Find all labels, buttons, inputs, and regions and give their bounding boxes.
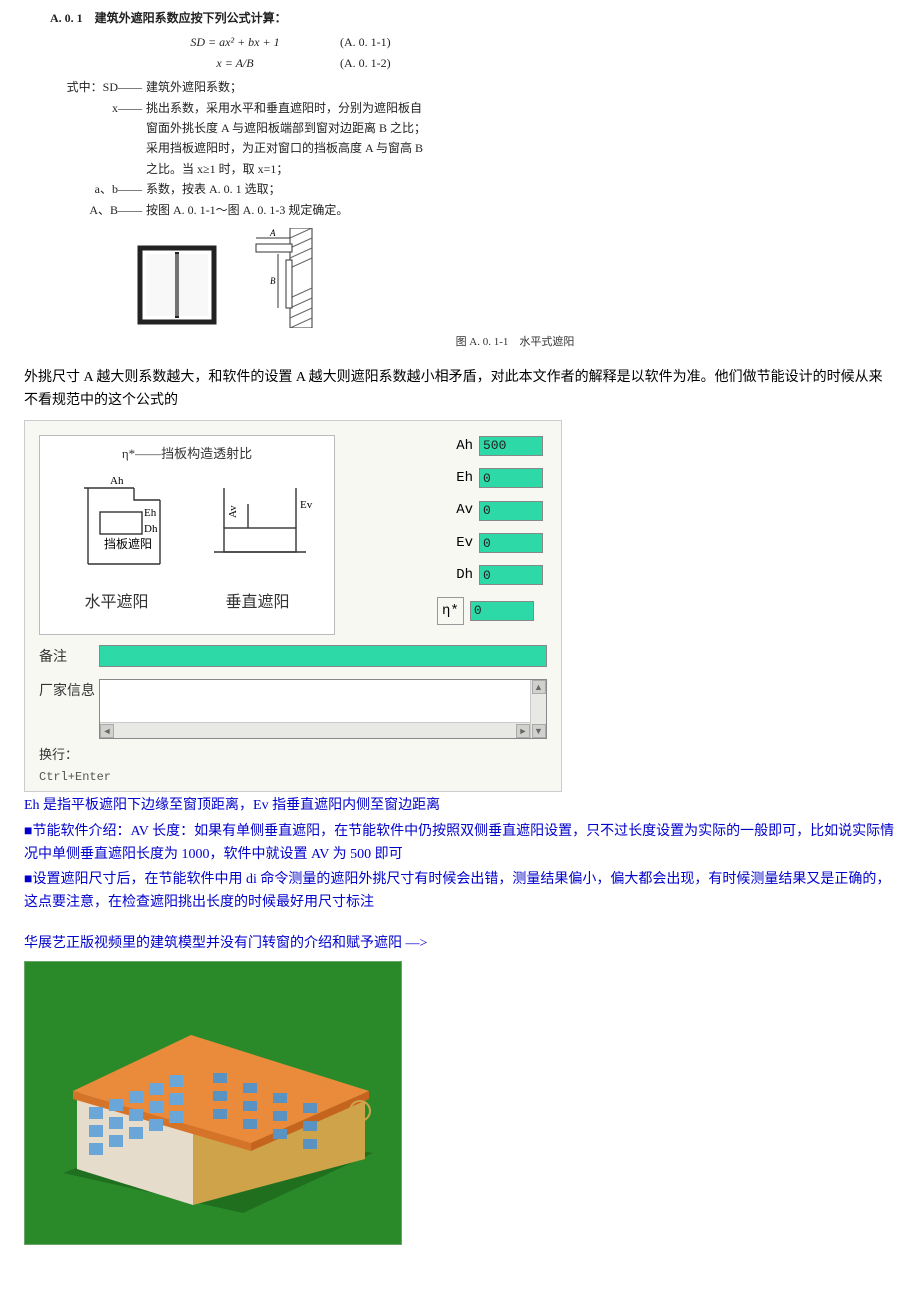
note-av: ■节能软件介绍：AV 长度：如果有单侧垂直遮阳，在节能软件中仍按照双侧垂直遮阳设… (24, 820, 896, 866)
svg-text:挡板遮阳: 挡板遮阳 (104, 536, 152, 551)
scrollbar-horizontal[interactable]: ◄ ► (100, 722, 530, 738)
linefeed-label: 换行： (39, 747, 78, 762)
formula-1: SD = ax² + bx + 1 (A. 0. 1-1) (170, 32, 896, 52)
shading-diagram-card: η*——挡板构造透射比 Ah (39, 435, 335, 635)
formula-2-ref: (A. 0. 1-2) (340, 53, 391, 73)
svg-text:A: A (269, 228, 276, 238)
svg-text:Ah: Ah (110, 475, 124, 487)
scroll-left-icon[interactable]: ◄ (100, 724, 114, 738)
formula-1-ref: (A. 0. 1-1) (340, 32, 391, 52)
formula-2-expr: x = A/B (170, 53, 300, 73)
spec-text-block: A. 0. 1 建筑外遮阳系数应按下列公式计算： SD = ax² + bx +… (50, 8, 896, 220)
input-dh[interactable] (479, 565, 543, 585)
input-av[interactable] (479, 501, 543, 521)
def-ab-body: 系数，按表 A. 0. 1 选取； (146, 179, 426, 199)
def-sd-label: SD—— (103, 80, 142, 94)
caption-vertical: 垂直遮阳 (225, 590, 289, 616)
label-eh: Eh (437, 467, 479, 489)
window-front-icon (134, 242, 220, 328)
label-ev: Ev (437, 532, 479, 554)
mfr-textarea[interactable]: ▲ ▼ ◄ ► (99, 679, 547, 739)
note-video: 华展艺正版视频里的建筑模型并没有门转窗的介绍和赋予遮阳 —> (24, 932, 896, 955)
formula-2: x = A/B (A. 0. 1-2) (170, 53, 896, 73)
scroll-right-icon[interactable]: ► (516, 724, 530, 738)
def-capab-body: 按图 A. 0. 1-1～图 A. 0. 1-3 规定确定。 (146, 200, 426, 220)
scroll-down-icon[interactable]: ▼ (532, 724, 546, 738)
commentary-para-1: 外挑尺寸 A 越大则系数越大，和软件的设置 A 越大则遮阳系数越小相矛盾，对此本… (24, 366, 896, 412)
svg-text:Eh: Eh (144, 507, 157, 519)
input-ev[interactable] (479, 533, 543, 553)
spec-figure-caption: 图 A. 0. 1-1 水平式遮阳 (134, 334, 896, 352)
vertical-shading-diagram: Ev Av (200, 468, 320, 578)
input-eta[interactable] (470, 601, 534, 621)
param-column: Ah Eh Av Ev Dh (437, 435, 547, 635)
label-dh: Dh (437, 564, 479, 586)
input-ah[interactable] (479, 436, 543, 456)
horizontal-shading-diagram: Ah Eh Dh 挡板遮阳 (54, 468, 184, 578)
def-sd-body: 建筑外遮阳系数； (146, 77, 426, 97)
building-3d-render: ✦ (24, 961, 402, 1245)
remark-label: 备注 (39, 645, 99, 669)
spec-heading: A. 0. 1 建筑外遮阳系数应按下列公式计算： (50, 8, 896, 28)
window-section-icon: A B (250, 228, 320, 328)
svg-text:B: B (270, 276, 276, 286)
scroll-up-icon[interactable]: ▲ (532, 680, 546, 694)
label-ah: Ah (437, 435, 479, 457)
defs-intro: 式中： (67, 80, 103, 94)
mfr-label: 厂家信息 (39, 679, 99, 703)
def-x-label: x—— (50, 98, 146, 180)
def-ab-label: a、b—— (50, 179, 146, 199)
software-panel: η*——挡板构造透射比 Ah (24, 420, 562, 793)
def-capab-label: A、B—— (50, 200, 146, 220)
spec-figure: A B (134, 228, 896, 328)
label-eta[interactable]: η* (437, 597, 464, 625)
def-x-body: 挑出系数，采用水平和垂直遮阳时，分别为遮阳板自窗面外挑长度 A 与遮阳板端部到窗… (146, 98, 426, 180)
linefeed-key: Ctrl+Enter (39, 770, 111, 784)
note-di: ■设置遮阳尺寸后，在节能软件中用 di 命令测量的遮阳外挑尺寸有时候会出错，测量… (24, 868, 896, 914)
diagram-legend: η*——挡板构造透射比 (46, 444, 328, 465)
label-av: Av (437, 499, 479, 521)
input-eh[interactable] (479, 468, 543, 488)
scrollbar-vertical[interactable]: ▲ ▼ (530, 680, 546, 738)
svg-text:Ev: Ev (300, 499, 313, 511)
defs-block: 式中：SD—— 建筑外遮阳系数； x—— 挑出系数，采用水平和垂直遮阳时，分别为… (50, 77, 896, 220)
remark-input[interactable] (99, 645, 547, 667)
note-eh-ev: Eh 是指平板遮阳下边缘至窗顶距离，Ev 指垂直遮阳内侧至窗边距离 (24, 794, 896, 817)
caption-horizontal: 水平遮阳 (84, 590, 148, 616)
building-model-icon (43, 983, 383, 1223)
viewcube-icon[interactable]: ✦ (349, 1100, 371, 1122)
formula-1-expr: SD = ax² + bx + 1 (170, 32, 300, 52)
svg-text:Dh: Dh (144, 523, 158, 535)
svg-text:Av: Av (227, 505, 239, 518)
